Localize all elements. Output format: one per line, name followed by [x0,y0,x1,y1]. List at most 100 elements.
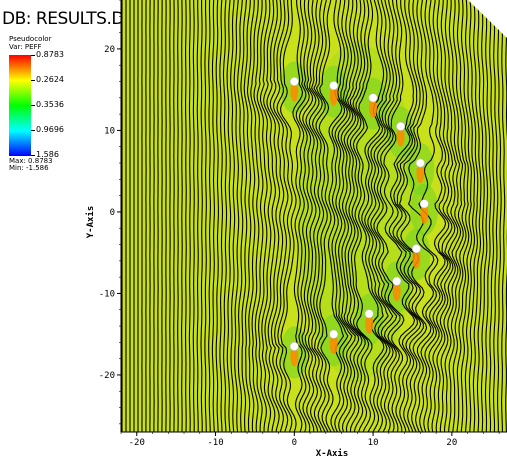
streamline [192,0,195,432]
cylinder-wake [416,163,425,184]
streamline [349,0,370,432]
legend-max: Max: 0.8783 [9,157,53,165]
x-axis-title: X-Axis [316,448,349,459]
streamline [219,0,224,432]
streamline [259,0,272,432]
streamline [280,0,297,432]
streamline [302,0,315,432]
streamline [343,0,363,432]
streamline [233,0,240,432]
x-tick-label: 10 [368,438,379,448]
streamline [200,0,203,432]
streamline [392,0,422,432]
streamline [181,0,183,432]
streamline [484,0,492,432]
streamline [226,0,232,432]
streamline [388,0,418,432]
streamline [334,0,353,432]
streamline [340,0,360,432]
streamline [256,0,268,432]
streamline [266,0,281,432]
streamline [222,0,228,432]
x-tick-label: 20 [446,438,457,448]
streamlines [121,0,507,432]
streamline [488,0,495,432]
streamline [253,0,264,432]
cylinder-point [364,309,374,319]
cylinder-wake [329,334,338,355]
streamline [269,0,285,432]
streamline [243,0,252,432]
streamline [376,0,405,432]
cylinder-point [289,341,299,351]
cylinder-point [329,81,339,91]
legend-plot-type: Pseudocolor [9,35,52,43]
streamline [215,0,219,432]
field-region [121,0,507,432]
streamline [337,0,356,432]
streamline [308,0,322,432]
streamline [423,0,447,432]
legend-colorbar [9,55,31,156]
streamline [263,0,276,432]
streamline [276,0,293,432]
legend-tick-mark [31,80,35,81]
streamline [352,0,373,432]
legend-tick-label: 0.3536 [36,100,64,109]
streamline [356,0,385,432]
legend-variable: Var: PEFF [9,43,42,51]
streamline [196,0,199,432]
streamline [295,0,307,432]
streamline [468,0,479,432]
streamline [346,0,366,432]
cylinder-point [396,121,406,131]
streamline [246,0,256,432]
streamline [452,0,467,432]
streamline [292,0,304,432]
streamline [448,0,464,432]
streamline [492,0,499,432]
y-tick-label: 10 [104,126,115,136]
cylinder-wake [365,313,374,334]
legend-minmax: Max: 0.8783 Min: -1.586 [9,158,53,172]
cylinders [289,77,429,367]
streamline [427,0,450,432]
streamline [298,0,311,432]
y-tick-label: 0 [110,208,115,218]
streamline [327,0,345,432]
cylinder-point [329,329,339,339]
streamline [370,0,398,432]
streamline [361,0,388,432]
streamline [373,0,401,432]
legend-tick-mark [31,105,35,106]
legend-tick-mark [31,130,35,131]
streamline [480,0,489,432]
legend-tick-label: 0.8783 [36,50,64,59]
cylinder-wake [392,281,401,302]
streamline [383,0,416,432]
streamline [501,0,506,432]
streamline [230,0,236,432]
streamline [315,0,330,432]
streamline [460,0,473,432]
legend-tick-mark [31,155,35,156]
streamline [208,0,211,432]
y-tick-label: 20 [104,45,115,55]
axes: -20 -10 0 10 20 20 10 0 -10 -20 X-Axis Y-Axis [85,0,507,459]
streamline [456,0,470,432]
streamline [318,0,334,432]
streamline [464,0,476,432]
streamline [250,0,260,432]
streamline [476,0,485,432]
streamline [305,0,319,432]
streamline [367,0,394,432]
legend-tick-mark [31,55,35,56]
streamline [418,0,439,432]
streamline [211,0,215,432]
cylinder-wake [412,248,421,269]
streamline [364,0,391,432]
streamline [236,0,244,432]
cylinder-point [415,158,425,168]
cylinder-point [289,77,299,87]
